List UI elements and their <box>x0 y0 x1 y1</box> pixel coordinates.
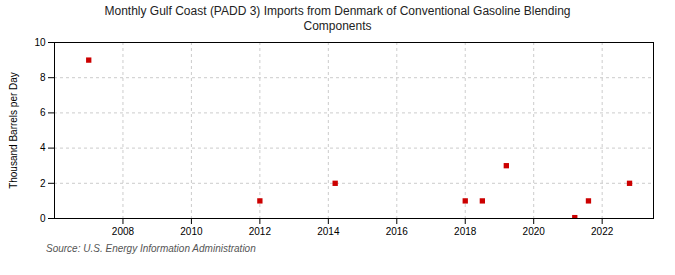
svg-text:0: 0 <box>40 213 46 224</box>
html-text:Source: U.S. Energy Informatio: Source: U.S. Energy Information Administ… <box>46 243 256 254</box>
svg-text:2010: 2010 <box>180 226 203 237</box>
svg-text:2014: 2014 <box>317 226 340 237</box>
svg-text:6: 6 <box>40 107 46 118</box>
svg-text:2016: 2016 <box>386 226 409 237</box>
svg-text:2022: 2022 <box>591 226 614 237</box>
svg-text:2008: 2008 <box>112 226 135 237</box>
svg-text:10: 10 <box>34 37 46 48</box>
svg-text:2012: 2012 <box>249 226 272 237</box>
svg-text:2018: 2018 <box>454 226 477 237</box>
svg-text:4: 4 <box>40 142 46 153</box>
svg-text:8: 8 <box>40 72 46 83</box>
svg-text:2020: 2020 <box>523 226 546 237</box>
svg-text:Thousand Barrels per Day: Thousand Barrels per Day <box>8 72 19 189</box>
html-text:Monthly Gulf Coast (PADD 3) Im: Monthly Gulf Coast (PADD 3) Imports from… <box>104 4 571 33</box>
svg-text:2: 2 <box>40 178 46 189</box>
